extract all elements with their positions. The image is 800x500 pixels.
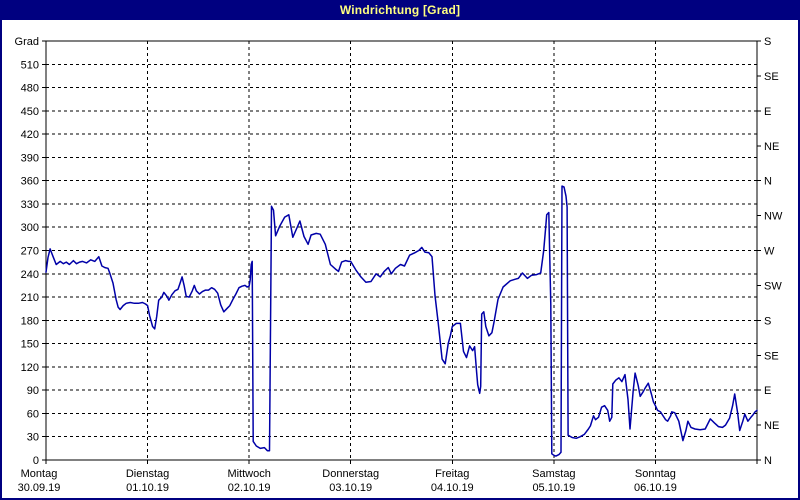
day-name-label: Sonntag: [635, 468, 676, 480]
y-axis-label: 510: [21, 59, 39, 71]
compass-label: N: [764, 455, 772, 467]
y-axis-label: 60: [27, 408, 39, 420]
chart-title: Windrichtung [Grad]: [339, 3, 461, 17]
y-axis-label: Grad: [15, 36, 39, 48]
compass-label: SE: [764, 350, 779, 362]
day-name-label: Montag: [21, 468, 58, 480]
wind-direction-line: [45, 185, 758, 457]
compass-label: W: [764, 246, 775, 258]
compass-label: NE: [764, 420, 779, 432]
compass-label: S: [764, 315, 771, 327]
compass-label: E: [764, 385, 771, 397]
day-name-label: Donnerstag: [322, 468, 379, 480]
day-date-label: 01.10.19: [126, 482, 169, 494]
compass-label: NW: [764, 211, 783, 223]
compass-label: NE: [764, 141, 779, 153]
y-axis-label: 180: [21, 315, 39, 327]
y-axis-label: 270: [21, 246, 39, 258]
day-name-label: Freitag: [435, 468, 469, 480]
day-date-label: 03.10.19: [329, 482, 372, 494]
y-axis-label: 210: [21, 292, 39, 304]
y-axis-label: 450: [21, 106, 39, 118]
day-date-label: 30.09.19: [18, 482, 61, 494]
y-axis-label: 150: [21, 339, 39, 351]
day-date-label: 05.10.19: [532, 482, 575, 494]
y-axis-label: 30: [27, 432, 39, 444]
y-axis-label: 480: [21, 83, 39, 95]
y-axis-label: 420: [21, 129, 39, 141]
compass-label: S: [764, 36, 771, 48]
day-name-label: Dienstag: [126, 468, 169, 480]
compass-label: SE: [764, 71, 779, 83]
compass-label: SW: [764, 280, 782, 292]
day-date-label: 06.10.19: [634, 482, 677, 494]
y-axis-label: 330: [21, 199, 39, 211]
compass-label: E: [764, 106, 771, 118]
y-axis-label: 90: [27, 385, 39, 397]
day-date-label: 04.10.19: [431, 482, 474, 494]
y-axis-label: 360: [21, 176, 39, 188]
title-bar: Windrichtung [Grad]: [0, 0, 800, 20]
y-axis-label: 300: [21, 222, 39, 234]
day-name-label: Mittwoch: [227, 468, 270, 480]
y-axis-label: 240: [21, 269, 39, 281]
day-name-label: Samstag: [532, 468, 575, 480]
y-axis-label: 0: [33, 455, 39, 467]
day-date-label: 02.10.19: [228, 482, 271, 494]
y-axis-label: 120: [21, 362, 39, 374]
compass-label: N: [764, 176, 772, 188]
y-axis-label: 390: [21, 152, 39, 164]
